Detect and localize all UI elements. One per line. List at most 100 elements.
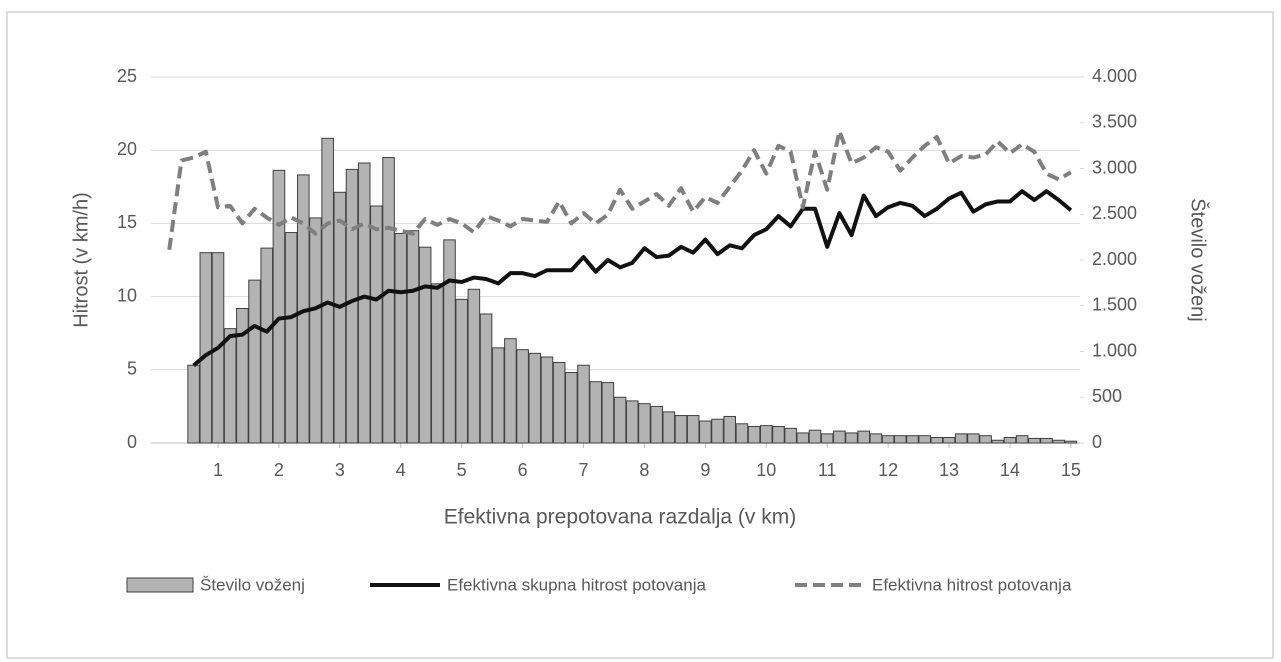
bar <box>1003 437 1017 444</box>
bar <box>625 400 639 444</box>
bar <box>431 283 444 444</box>
x-tick-label: 15 <box>1061 460 1081 480</box>
y2-tick-label: 2.000 <box>1092 249 1137 269</box>
bar <box>869 433 883 444</box>
bar <box>930 437 944 444</box>
y-tick-label: 15 <box>117 212 137 232</box>
bar <box>516 349 529 444</box>
bar <box>686 415 700 444</box>
frame <box>6 11 1274 659</box>
legend-label: Število voženj <box>200 575 305 594</box>
x-tick-label: 11 <box>818 460 837 480</box>
bar <box>1015 435 1029 444</box>
bar <box>820 433 834 444</box>
y2-tick-label: 0 <box>1092 432 1102 452</box>
bar <box>759 425 773 444</box>
bar <box>187 364 200 444</box>
x-tick-label: 5 <box>457 460 467 480</box>
bar <box>613 396 627 444</box>
bar <box>954 433 968 444</box>
x-tick-label: 12 <box>878 460 898 480</box>
x-tick-label: 1 <box>213 460 223 480</box>
y2-tick-label: 4.000 <box>1092 66 1137 86</box>
bar <box>333 191 347 444</box>
bar <box>345 168 359 444</box>
x-tick-label: 8 <box>639 460 649 480</box>
legend-label: Efektivna hitrost potovanja <box>872 575 1072 594</box>
bar <box>272 169 286 444</box>
bar <box>248 279 261 444</box>
bar <box>479 313 493 444</box>
bar <box>223 328 237 444</box>
bar <box>699 420 712 444</box>
bar <box>784 427 797 444</box>
bar <box>967 433 980 444</box>
y2-tick-label: 2.500 <box>1092 203 1137 223</box>
line <box>192 189 1073 367</box>
bar <box>894 435 907 444</box>
y2-tick-label: 1.000 <box>1092 340 1137 360</box>
bar <box>918 435 931 444</box>
x-axis-title: Efektivna prepotovana razdalja (v km) <box>444 506 797 529</box>
bar <box>650 405 663 444</box>
bar <box>674 415 688 444</box>
y2-tick-label: 1.500 <box>1092 295 1137 315</box>
bar <box>857 430 871 444</box>
bar <box>540 356 554 444</box>
bar <box>601 382 615 444</box>
bar <box>443 239 456 444</box>
y-tick-label: 5 <box>127 359 137 379</box>
bar <box>467 288 481 444</box>
x-tick-label: 13 <box>939 460 959 480</box>
x-tick-label: 10 <box>756 460 776 480</box>
bar <box>309 217 322 444</box>
bar <box>260 247 274 444</box>
bar <box>1064 440 1078 444</box>
bar <box>577 364 590 444</box>
y-tick-label: 20 <box>117 139 137 159</box>
bar <box>1040 437 1053 444</box>
y2-tick-label: 3.500 <box>1092 112 1137 132</box>
y-tick-label: 0 <box>127 432 137 452</box>
bar <box>796 432 810 444</box>
bar <box>284 232 298 444</box>
y-tick-label: 10 <box>117 285 137 305</box>
bar <box>394 232 408 444</box>
bar <box>382 157 395 444</box>
bar <box>406 230 420 444</box>
bar <box>991 439 1005 444</box>
bar <box>772 426 785 444</box>
bar <box>735 423 749 444</box>
bar <box>845 432 858 444</box>
bar <box>942 437 956 444</box>
bar <box>236 307 249 444</box>
bar <box>711 418 724 444</box>
bar <box>370 205 383 444</box>
y-tick-label: 25 <box>117 66 137 86</box>
bar <box>357 162 371 444</box>
bar <box>199 252 213 444</box>
y-axis-title: Hitrost (v km/h) <box>70 192 92 328</box>
bar <box>321 137 334 444</box>
bar <box>833 430 846 444</box>
y2-tick-label: 3.000 <box>1092 157 1137 177</box>
bar <box>504 338 517 444</box>
bar <box>418 246 432 444</box>
bar <box>881 435 895 444</box>
bar <box>565 372 578 444</box>
x-tick-label: 9 <box>700 460 710 480</box>
bar <box>906 435 919 444</box>
x-tick-label: 2 <box>274 460 284 480</box>
bar <box>1028 437 1041 444</box>
x-tick-label: 4 <box>396 460 406 480</box>
bar <box>808 429 822 444</box>
bar <box>552 361 566 444</box>
line <box>167 129 1072 251</box>
bar <box>528 352 542 444</box>
bar <box>638 403 651 444</box>
x-tick-label: 3 <box>335 460 345 480</box>
bar <box>747 426 761 444</box>
bar <box>979 435 992 444</box>
y2-tick-label: 500 <box>1092 386 1122 406</box>
